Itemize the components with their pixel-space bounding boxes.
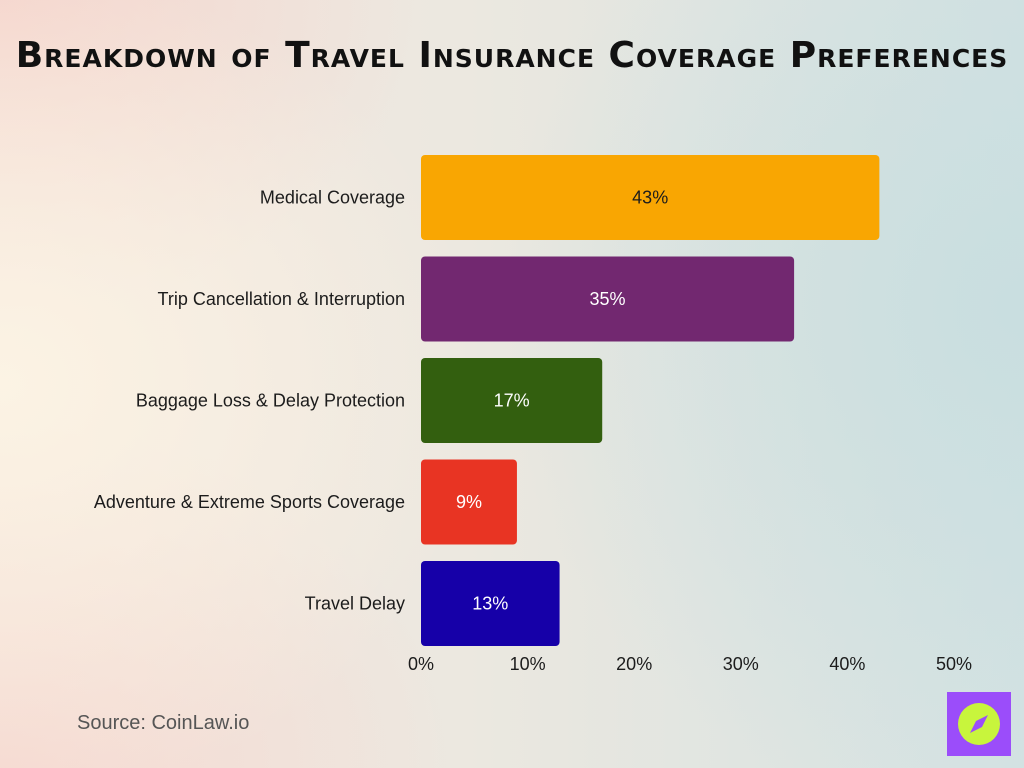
x-tick-label: 30% (723, 654, 759, 674)
bar-1 (421, 155, 880, 240)
category-label: Baggage Loss & Delay Protection (136, 391, 405, 411)
bar-5 (421, 561, 560, 646)
data-label: 9% (456, 492, 482, 512)
data-label: 35% (590, 289, 626, 309)
x-tick-label: 0% (408, 654, 434, 674)
x-tick-label: 20% (616, 654, 652, 674)
category-label: Trip Cancellation & Interruption (158, 289, 405, 309)
bar-2 (421, 256, 795, 342)
x-tick-label: 40% (829, 654, 865, 674)
compass-icon (958, 703, 1000, 745)
brand-logo (947, 692, 1011, 756)
chart-title: Breakdown of Travel Insurance Coverage P… (15, 35, 1009, 76)
category-label: Medical Coverage (260, 188, 405, 208)
source-note: Source: CoinLaw.io (77, 712, 250, 734)
x-tick-label: 10% (510, 654, 546, 674)
x-tick-label: 50% (936, 654, 972, 674)
category-label: Travel Delay (305, 594, 405, 614)
category-label: Adventure & Extreme Sports Coverage (94, 492, 405, 512)
data-label: 13% (472, 594, 508, 614)
bar-4 (421, 459, 517, 545)
data-label: 43% (632, 188, 668, 208)
bar-3 (421, 358, 603, 443)
data-label: 17% (494, 391, 530, 411)
